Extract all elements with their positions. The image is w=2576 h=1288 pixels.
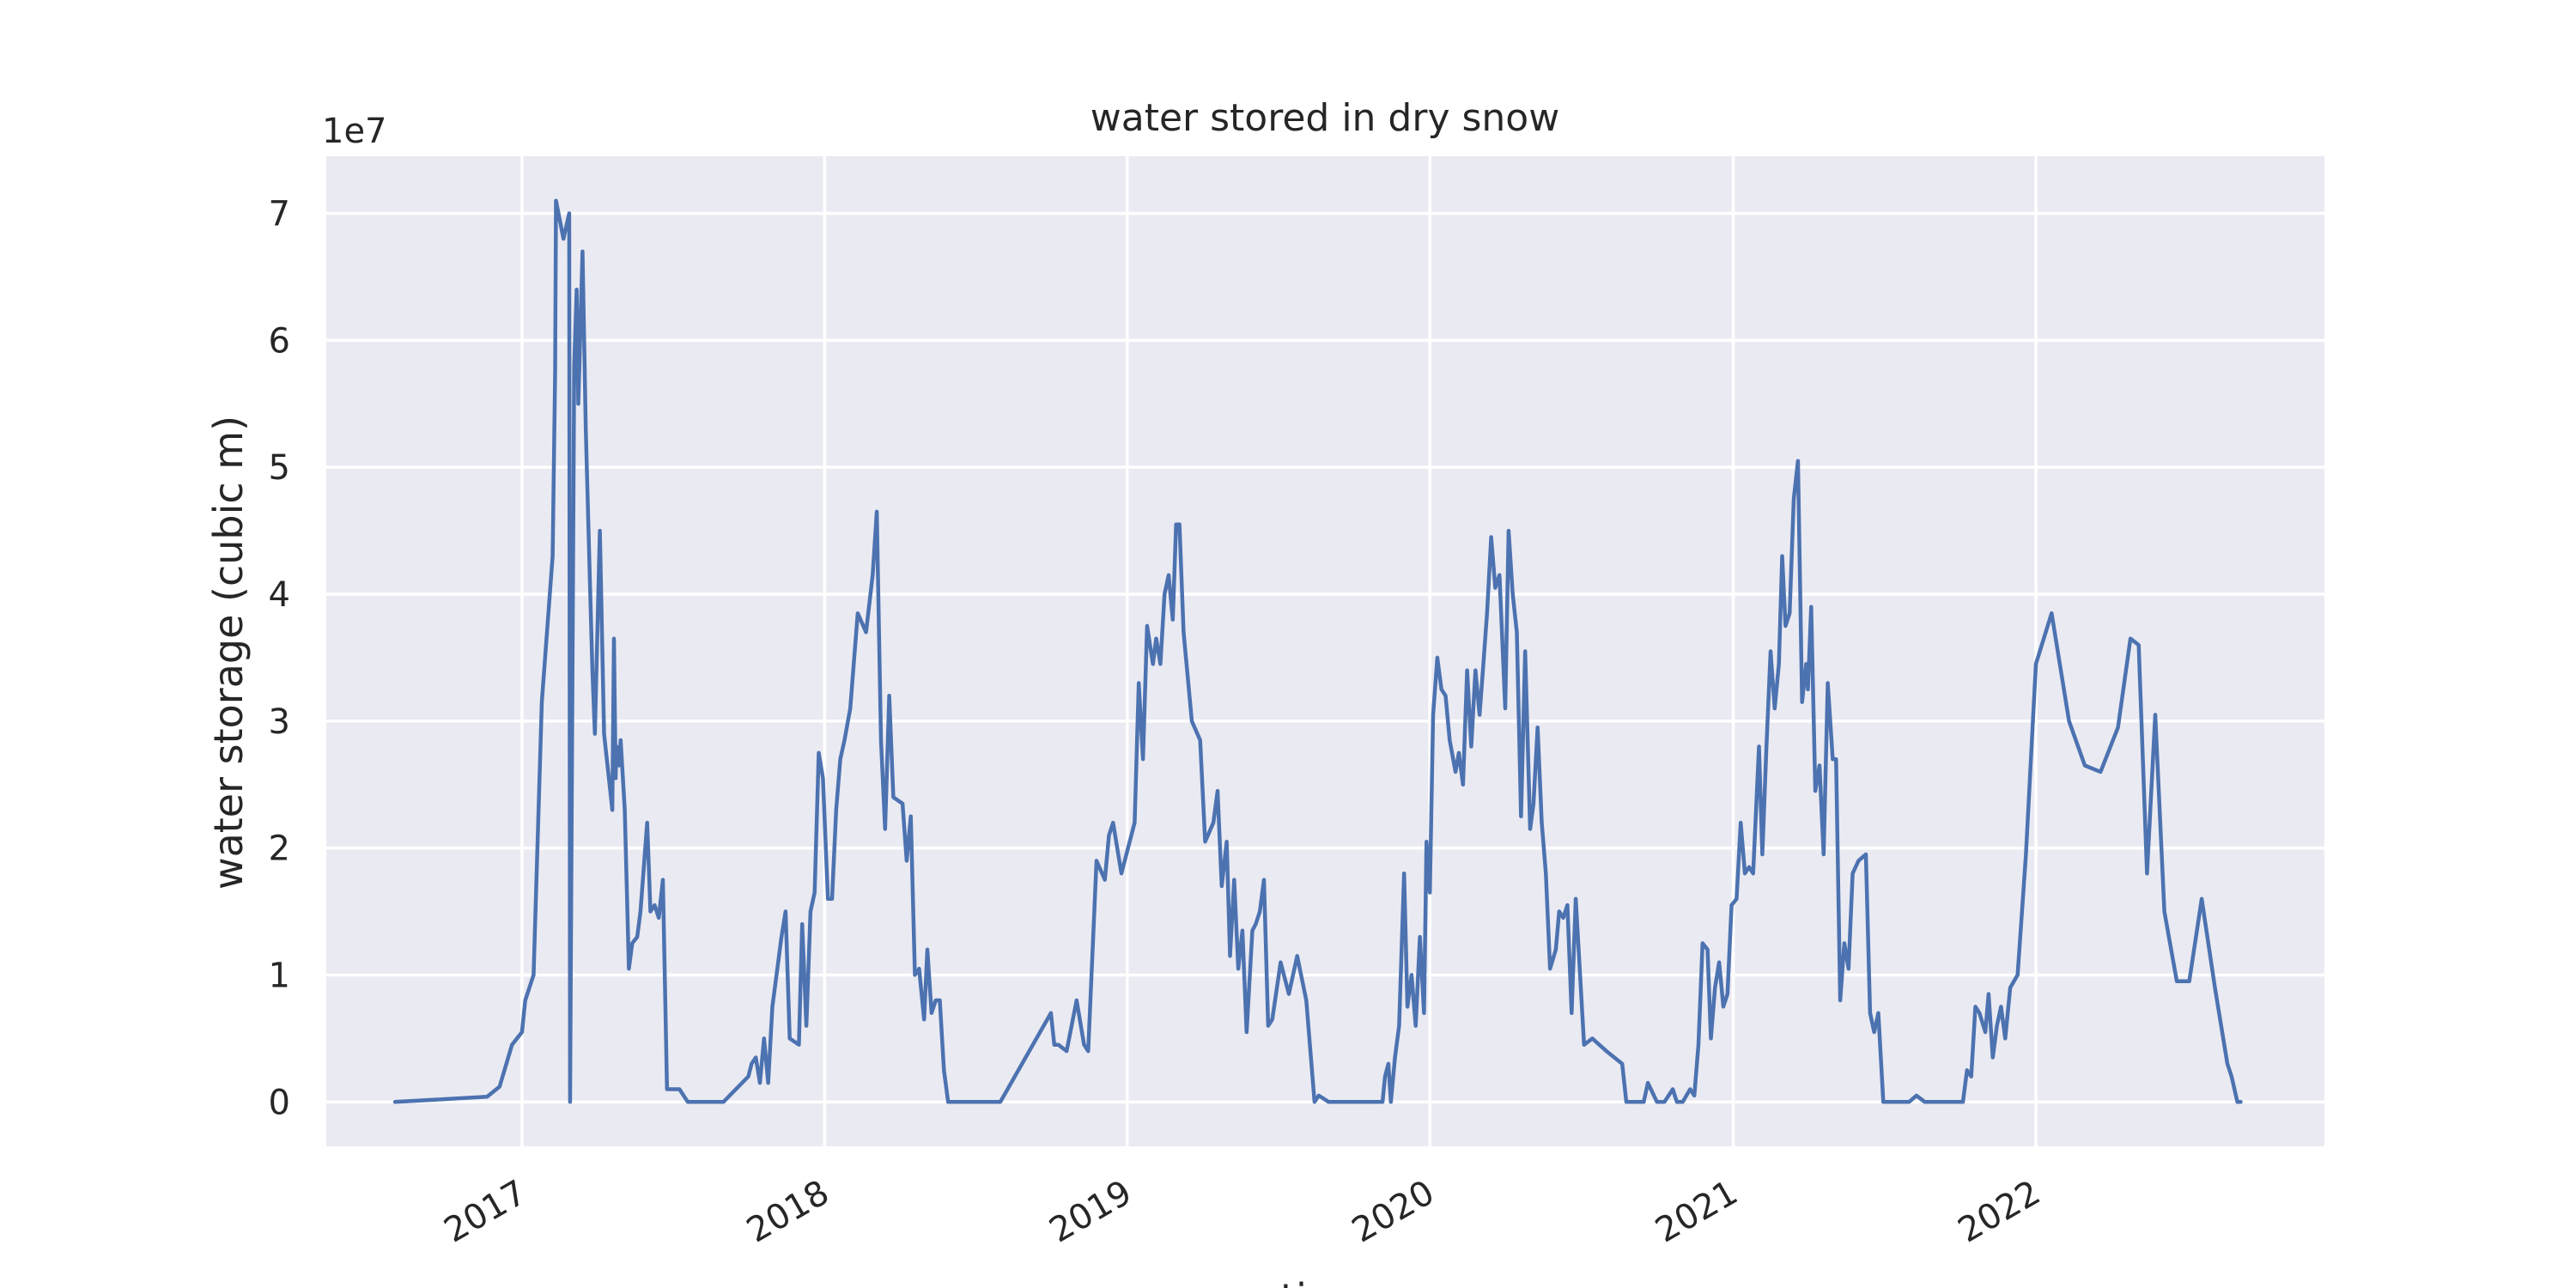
y-tick-label: 5 [269,448,290,488]
y-tick-label: 0 [269,1083,290,1122]
y-tick-label: 1 [269,956,290,995]
plot-area [326,156,2324,1146]
x-tick-labels: 2017 2018 2019 2020 2021 2022 [438,1173,2047,1251]
y-tick-label: 6 [269,321,290,361]
chart-title: water stored in dry snow [1091,96,1559,140]
series-line [392,198,2243,1104]
x-tick-label: 2020 [1346,1173,1441,1251]
y-tick-label: 7 [269,195,290,234]
x-axis-label: time [1280,1275,1370,1288]
grid-lines [326,156,2324,1146]
y-tick-label: 3 [269,702,290,742]
x-tick-label: 2018 [740,1173,835,1251]
y-tick-label: 4 [269,575,290,615]
y-offset-label: 1e7 [322,112,387,151]
y-tick-labels: 0 1 2 3 4 5 6 7 [269,195,290,1123]
x-tick-label: 2021 [1649,1173,1744,1251]
y-axis-label: water storage (cubic m) [205,416,252,890]
x-tick-label: 2019 [1043,1173,1139,1251]
x-tick-label: 2017 [438,1173,533,1251]
y-tick-label: 2 [269,829,290,869]
x-tick-label: 2022 [1952,1173,2047,1251]
series-lines [392,198,2243,1104]
